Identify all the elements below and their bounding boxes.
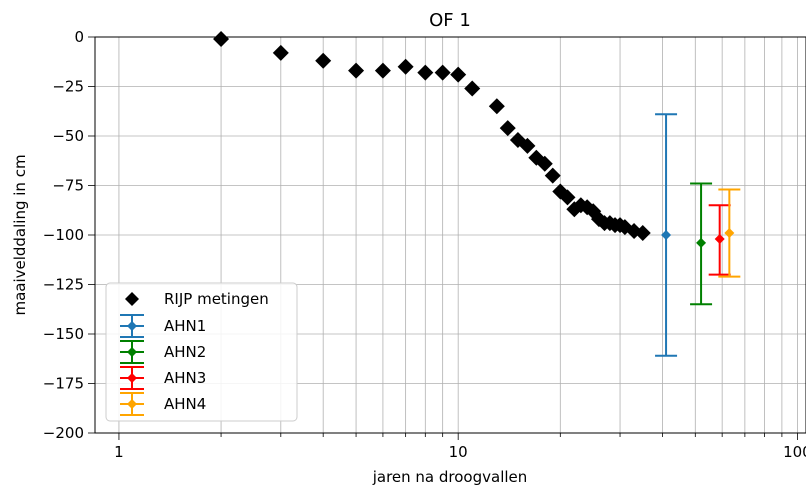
y-tick-label: −175: [43, 375, 84, 393]
data-point: [397, 58, 414, 75]
data-point: [544, 167, 561, 184]
legend-marker: [125, 292, 139, 306]
error-mean-marker: [696, 237, 707, 248]
data-point: [488, 98, 505, 115]
data-point: [450, 66, 467, 83]
y-axis-label: maaivelddaling in cm: [11, 154, 29, 315]
data-point: [434, 64, 451, 81]
y-tick-label: 0: [74, 28, 84, 46]
x-tick-label: 10: [449, 443, 468, 461]
legend-label: AHN4: [164, 395, 206, 413]
y-tick-label: −50: [52, 127, 84, 145]
data-point: [417, 64, 434, 81]
y-tick-label: −150: [43, 325, 84, 343]
legend-marker: [127, 321, 137, 331]
error-mean-marker: [661, 230, 672, 240]
legend-items: RIJP metingen AHN1 AHN2 AHN3 AHN4: [120, 290, 269, 416]
legend-marker: [127, 347, 137, 357]
data-point: [536, 155, 553, 172]
data-point: [559, 189, 576, 206]
data-point: [519, 137, 536, 154]
error-mean-marker: [724, 228, 735, 239]
data-point: [348, 62, 365, 79]
data-marks: [213, 30, 741, 357]
legend-marker: [127, 373, 137, 383]
legend-label: AHN1: [164, 317, 206, 335]
legend-box: [105, 282, 298, 422]
data-point: [315, 52, 332, 69]
legend-label: AHN3: [164, 369, 206, 387]
legend-label: RIJP metingen: [164, 290, 269, 308]
plot-frame: [94, 36, 806, 434]
y-tick-label: −25: [52, 78, 84, 96]
y-tick-label: −125: [43, 276, 84, 294]
data-point: [634, 225, 651, 242]
y-tick-label: −75: [52, 177, 84, 195]
y-tick-label: −200: [43, 424, 84, 442]
data-point: [272, 44, 289, 61]
data-point: [499, 120, 516, 137]
x-axis-ticks: 1 10 100: [114, 433, 806, 461]
data-point: [374, 62, 391, 79]
x-tick-label: 1: [114, 443, 124, 461]
legend-label: AHN2: [164, 343, 206, 361]
data-point: [213, 30, 230, 47]
x-tick-label: 100: [783, 443, 806, 461]
legend-marker: [127, 399, 137, 409]
chart-title: OF 1: [429, 10, 471, 31]
data-point: [464, 80, 481, 97]
x-axis-label: jaren na droogvallen: [372, 468, 528, 486]
y-axis-ticks: 0 −25 −50 −75 −100 −125 −150 −175 −200: [43, 28, 95, 442]
y-tick-label: −100: [43, 226, 84, 244]
legend: RIJP metingen AHN1 AHN2 AHN3 AHN4: [105, 282, 298, 422]
error-mean-marker: [714, 233, 725, 244]
